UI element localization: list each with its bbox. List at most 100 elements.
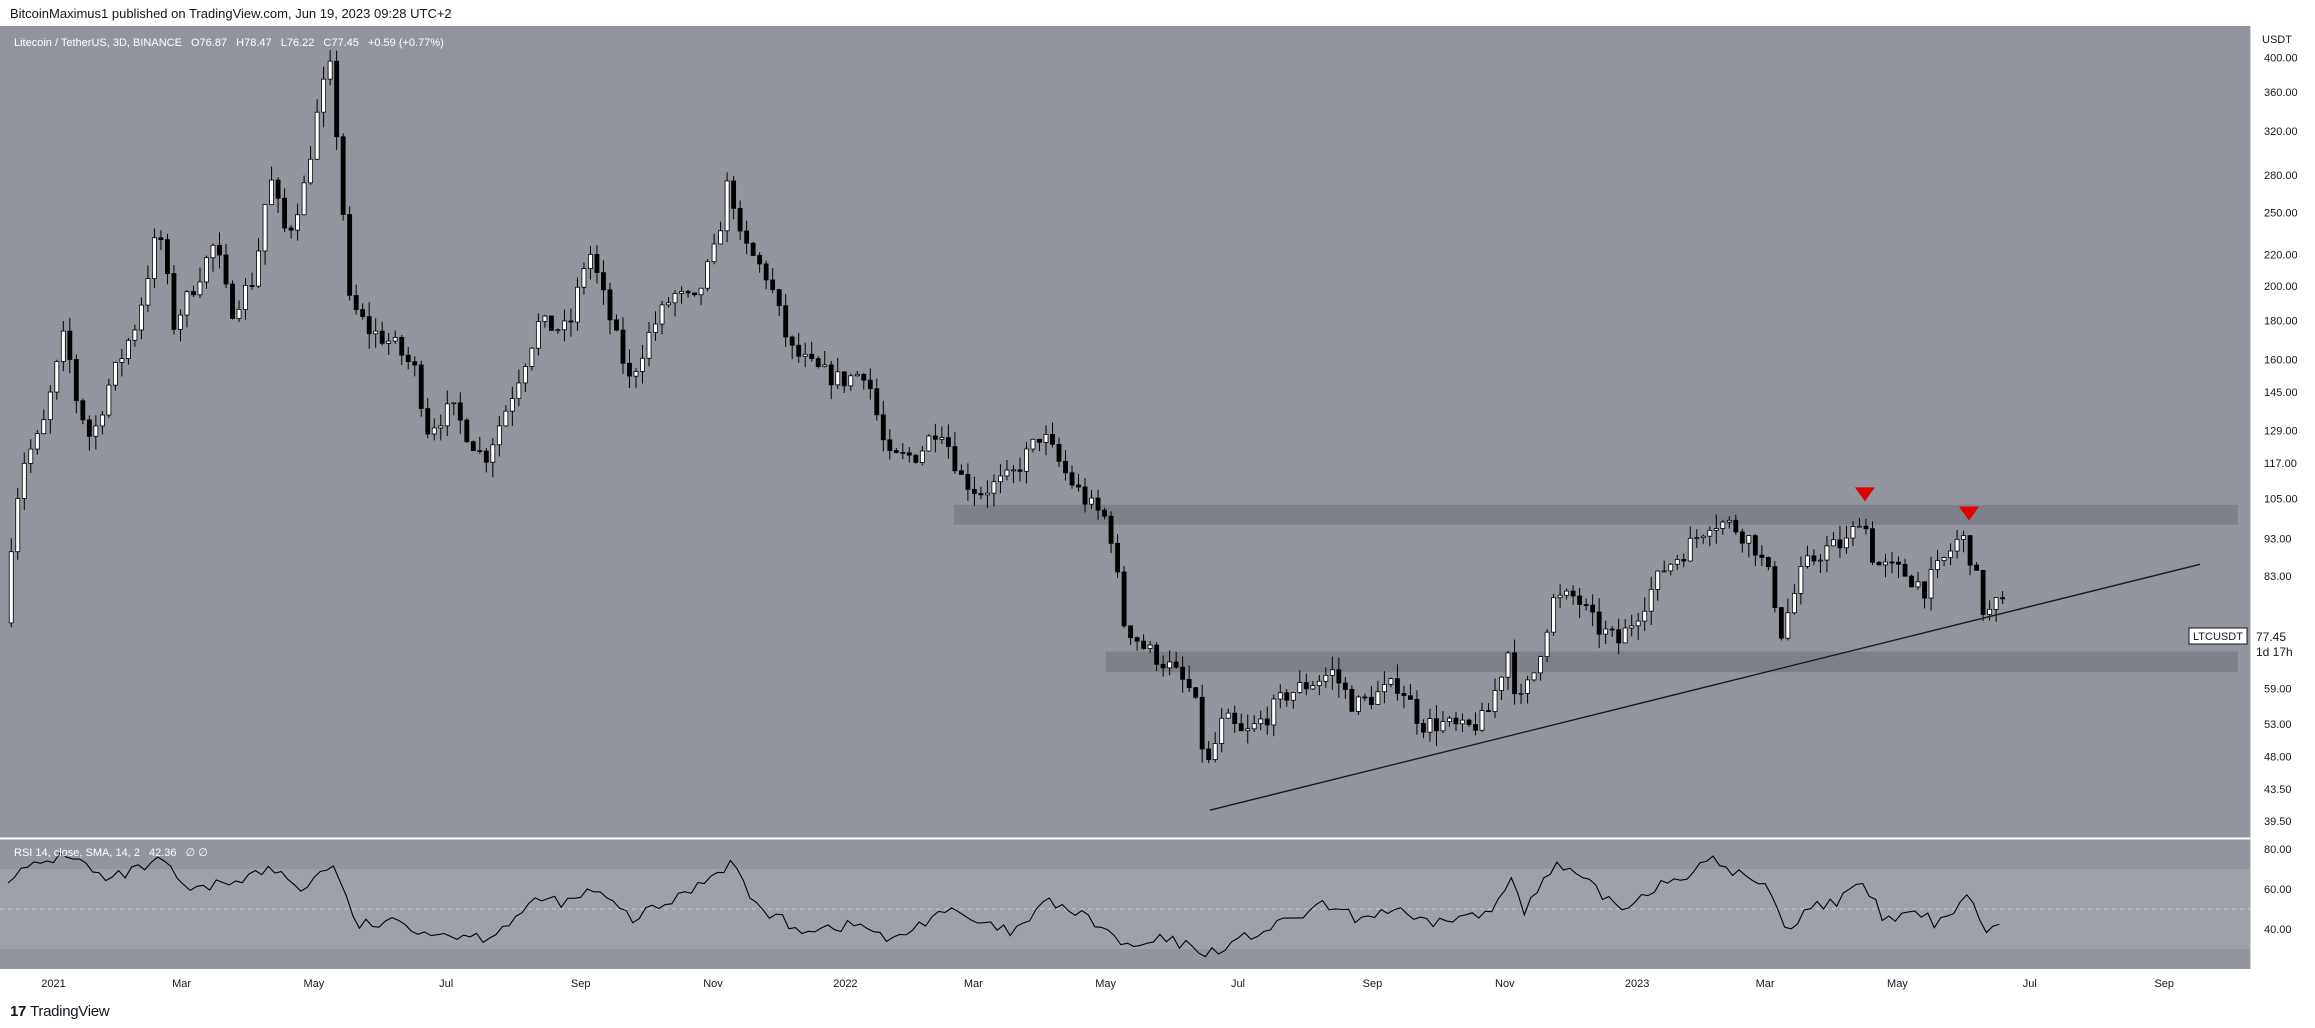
price-chart[interactable]: 400.00 360.00 320.00 280.00 250.00 220.00 200.… — [0, 26, 2315, 994]
candle-body — [1752, 535, 1758, 556]
candle-body — [789, 336, 795, 346]
candle-body — [1577, 595, 1583, 605]
candle-body — [1323, 674, 1329, 682]
candle-body — [1622, 627, 1628, 644]
candle-body — [1408, 695, 1413, 700]
price-tick-label: 360.00 — [2264, 87, 2298, 99]
candle-body — [230, 283, 235, 319]
candle-body — [99, 414, 105, 427]
tradingview-wordmark: TradingView — [30, 1003, 110, 1020]
tradingview-mark-icon: 17 — [10, 1003, 27, 1020]
candle-body — [1089, 497, 1094, 505]
candle-body — [1362, 696, 1368, 699]
price-tick-label: 53.00 — [2264, 719, 2292, 731]
candle-body — [1798, 566, 1804, 594]
candle-body — [1616, 629, 1622, 644]
legend-h-label: H — [236, 37, 244, 49]
candle-body — [1544, 631, 1550, 658]
candle-body — [1499, 676, 1504, 691]
candle-body — [1700, 535, 1706, 539]
price-tick-label: 105.00 — [2264, 493, 2298, 505]
support-bands — [953, 504, 2239, 673]
candle-body — [1050, 433, 1055, 445]
candle-body — [965, 473, 971, 490]
candle-body — [1355, 696, 1361, 712]
candle-body — [490, 444, 496, 463]
candle-body — [1121, 571, 1127, 627]
candle-body — [1987, 608, 1993, 615]
tradingview-logo[interactable]: 17 TradingView — [10, 1003, 110, 1020]
candle-body — [1804, 555, 1810, 567]
candle-body — [1154, 644, 1160, 665]
price-tick-label: 39.50 — [2264, 816, 2292, 828]
candle-body — [1479, 710, 1485, 731]
candle-body — [119, 358, 125, 363]
candle-body — [1466, 719, 1472, 725]
candle-body — [594, 254, 600, 273]
candle-body — [1531, 672, 1537, 681]
candle-body — [1590, 604, 1596, 613]
candle-body — [1980, 570, 1986, 615]
candle-body — [308, 158, 314, 184]
candle-body — [269, 179, 274, 206]
candle-body — [1844, 537, 1849, 549]
candle-body — [379, 330, 385, 344]
candle-body — [607, 289, 613, 321]
candle-body — [919, 450, 925, 463]
candle-body — [1173, 661, 1179, 668]
candle-body — [561, 320, 567, 331]
candle-body — [1460, 719, 1465, 725]
candle-body — [1928, 569, 1934, 599]
candle-body — [568, 320, 574, 323]
candle-body — [1199, 696, 1205, 750]
candle-body — [1245, 728, 1251, 732]
candle-body — [614, 319, 619, 331]
candle-body — [1102, 509, 1107, 517]
candle-body — [1746, 535, 1752, 544]
svg-text:Litecoin / TetherUS, 3D, BINAN: Litecoin / TetherUS, 3D, BINANCE O76.87 … — [14, 37, 444, 49]
candle-body — [1043, 433, 1049, 443]
time-axis-label: Mar — [172, 978, 191, 990]
candle-body — [1993, 597, 1999, 610]
candle-body — [679, 291, 684, 294]
time-axis-label: Sep — [571, 978, 591, 990]
support-band-1 — [953, 504, 2239, 525]
candle-body — [685, 291, 691, 294]
candle-body — [1082, 486, 1088, 505]
candle-body — [1974, 564, 1980, 571]
price-tick-label: 48.00 — [2264, 752, 2292, 764]
candle-body — [1648, 588, 1654, 612]
legend-l-label: L — [281, 37, 287, 49]
price-tick-label: 129.00 — [2264, 426, 2298, 438]
time-axis-label: Nov — [1495, 978, 1515, 990]
time-axis-label: Sep — [2154, 978, 2174, 990]
candle-body — [1733, 519, 1739, 533]
candle-body — [405, 354, 411, 363]
price-axis-bg[interactable] — [2250, 26, 2315, 969]
candle-body — [1030, 438, 1036, 450]
candle-body — [542, 315, 548, 322]
candle-body — [1017, 469, 1023, 472]
candle-body — [854, 373, 860, 377]
candle-body — [861, 373, 867, 381]
candle-body — [21, 462, 27, 499]
candle-body — [158, 237, 164, 241]
time-axis-bg[interactable] — [0, 969, 2315, 994]
bar-countdown: 1d 17h — [2256, 645, 2293, 659]
candle-body — [757, 255, 763, 265]
candle-body — [327, 60, 333, 80]
time-axis-label: Jul — [1231, 978, 1245, 990]
candle-body — [1180, 666, 1186, 680]
time-axis-label: Nov — [703, 978, 723, 990]
candle-body — [640, 357, 645, 372]
candle-body — [1011, 469, 1016, 472]
candle-body — [80, 400, 86, 421]
candle-body — [1447, 717, 1452, 722]
candle-body — [1473, 724, 1478, 731]
candle-body — [1629, 625, 1635, 629]
candle-body — [705, 261, 711, 289]
candle-body — [1512, 652, 1517, 695]
candle-body — [1863, 525, 1869, 530]
price-pane[interactable] — [0, 26, 2250, 838]
last-price-value: 77.45 — [2256, 630, 2286, 644]
